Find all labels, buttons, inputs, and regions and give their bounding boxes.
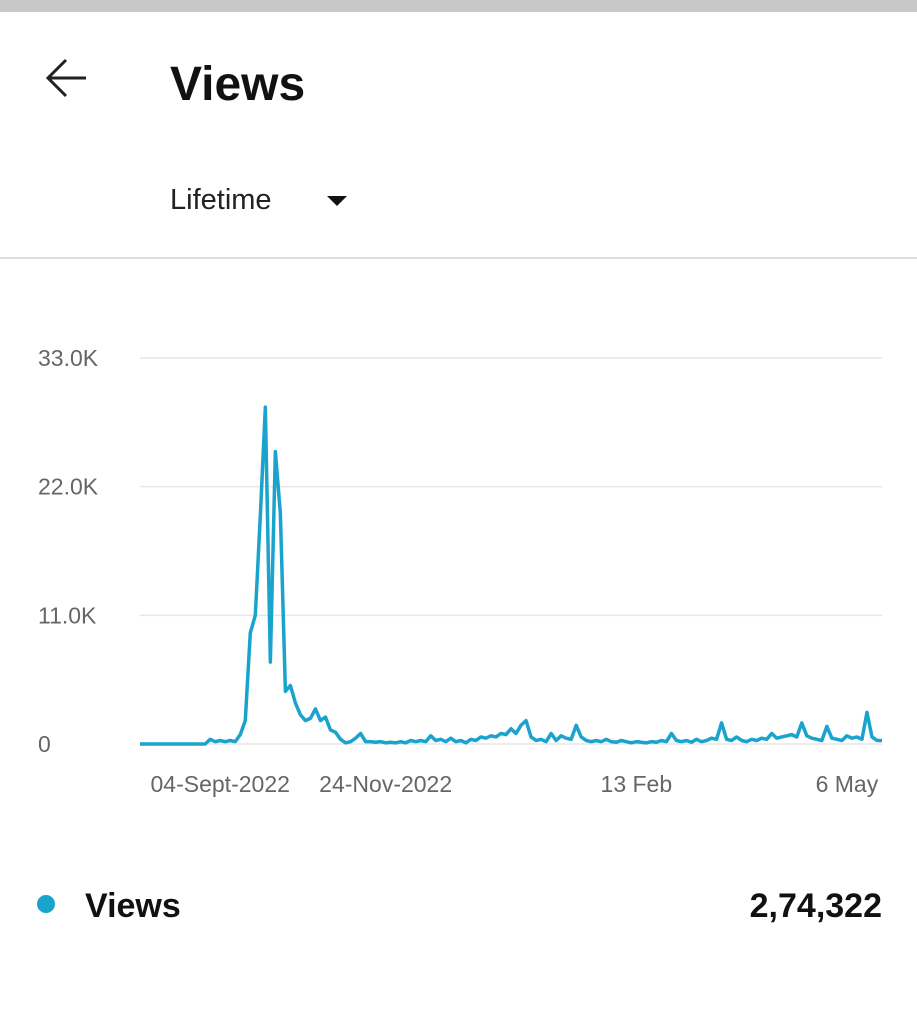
y-tick-label: 22.0K — [38, 474, 99, 500]
y-tick-label: 11.0K — [38, 602, 97, 628]
line-series — [140, 405, 882, 746]
page-title: Views — [170, 58, 305, 111]
back-button[interactable] — [45, 58, 86, 98]
y-tick-label: 0 — [38, 731, 51, 757]
legend-label: Views — [85, 887, 181, 925]
status-bar — [0, 0, 917, 12]
legend-dot — [37, 895, 55, 913]
chart: 0 11.0K 22.0K 33.0K 04-Sept-2022 24-Nov-2022 1… — [38, 345, 882, 797]
x-tick-label: 6 May — [816, 771, 879, 797]
back-arrow — [45, 58, 86, 98]
x-tick-label: 13 Feb — [601, 771, 673, 797]
x-tick-label: 04-Sept-2022 — [151, 771, 290, 797]
period-dropdown[interactable]: Lifetime — [170, 184, 347, 216]
legend-total: 2,74,322 — [750, 887, 882, 925]
x-tick-label: 24-Nov-2022 — [319, 771, 452, 797]
period-label: Lifetime — [170, 184, 272, 216]
y-tick-label: 33.0K — [38, 345, 99, 371]
dropdown-icon — [327, 196, 347, 206]
